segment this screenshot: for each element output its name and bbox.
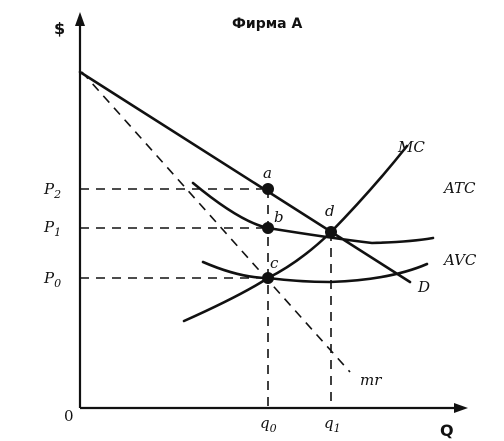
atc-curve xyxy=(191,181,435,245)
diagram-title: Фирма А xyxy=(232,16,302,32)
mr-label: mr xyxy=(360,371,382,389)
p2-label: P2 xyxy=(43,180,61,201)
atc-label: ATC xyxy=(442,179,476,197)
avc-label: AVC xyxy=(442,251,477,269)
p1-sub: 1 xyxy=(54,226,61,239)
mc-curve xyxy=(182,144,409,323)
p2-base: P xyxy=(43,180,55,198)
y-axis-label: $ xyxy=(54,19,65,38)
point-d xyxy=(325,226,337,238)
origin-label: 0 xyxy=(64,407,74,425)
point-a-label: a xyxy=(263,164,272,182)
q1-label: q1 xyxy=(324,414,341,435)
point-c xyxy=(262,272,274,284)
p1-base: P xyxy=(43,218,55,236)
p0-sub: 0 xyxy=(54,277,61,290)
avc-curve xyxy=(201,260,429,284)
p0-base: P xyxy=(43,269,55,287)
demand-label: D xyxy=(417,278,430,296)
x-axis-arrow xyxy=(454,403,468,413)
p0-label: P0 xyxy=(43,269,61,290)
q1-base: q xyxy=(324,414,334,432)
p2-sub: 2 xyxy=(53,188,61,201)
mr-curve xyxy=(81,71,351,373)
q0-label: q0 xyxy=(260,414,277,435)
point-c-label: c xyxy=(270,254,279,272)
demand-curve xyxy=(78,70,412,284)
point-a xyxy=(262,183,274,195)
p1-label: P1 xyxy=(43,218,61,239)
x-axis-label: Q xyxy=(440,421,454,440)
q0-sub: 0 xyxy=(270,422,277,435)
y-axis-arrow xyxy=(75,12,85,26)
point-b xyxy=(262,222,274,234)
mc-label: MC xyxy=(397,138,425,156)
point-b-label: b xyxy=(274,208,284,226)
point-d-label: d xyxy=(325,202,335,220)
q0-base: q xyxy=(260,414,270,432)
q1-sub: 1 xyxy=(334,422,341,435)
